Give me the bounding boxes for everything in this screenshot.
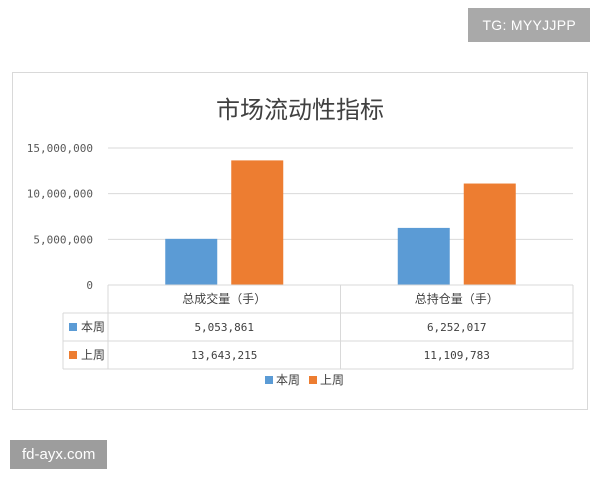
legend-key: [69, 351, 77, 359]
y-tick-label: 5,000,000: [33, 233, 93, 246]
data-label: 13,643,215: [191, 349, 257, 362]
bar-last-week: [463, 183, 516, 285]
series-row-label: 本周: [81, 320, 105, 334]
legend: 本周 上周: [265, 373, 344, 387]
data-label: 11,109,783: [424, 349, 490, 362]
watermark-top: TG: MYYJJPP: [468, 8, 590, 42]
y-tick-label: 0: [86, 279, 93, 292]
data-table: 总成交量（手） 总持仓量（手） 本周 5,053,861 6,252,017 上周 13,6…: [62, 284, 574, 370]
watermark-bottom: fd-ayx.com: [10, 440, 108, 469]
bar-last-week: [231, 160, 284, 285]
legend-key: [69, 323, 77, 331]
y-tick-label: 10,000,000: [27, 188, 93, 201]
y-tick-label: 15,000,000: [27, 142, 93, 155]
chart-title: 市场流动性指标: [216, 96, 384, 124]
bar-this-week: [165, 238, 218, 285]
chart-card: 市场流动性指标 0 5,000,000 10,000,000 15,000,000 总…: [12, 72, 588, 410]
series-row-label: 上周: [81, 348, 105, 362]
data-label: 5,053,861: [194, 321, 254, 334]
chart-svg: 市场流动性指标 0 5,000,000 10,000,000 15,000,000 总…: [27, 96, 574, 387]
legend-swatch: [265, 376, 273, 384]
bar-this-week: [397, 227, 450, 285]
legend-label: 上周: [320, 373, 344, 387]
legend-label: 本周: [276, 373, 300, 387]
legend-swatch: [309, 376, 317, 384]
category-label: 总成交量（手）: [182, 291, 266, 306]
bars-layer: [165, 160, 516, 285]
category-label: 总持仓量（手）: [415, 291, 499, 306]
data-label: 6,252,017: [427, 321, 487, 334]
